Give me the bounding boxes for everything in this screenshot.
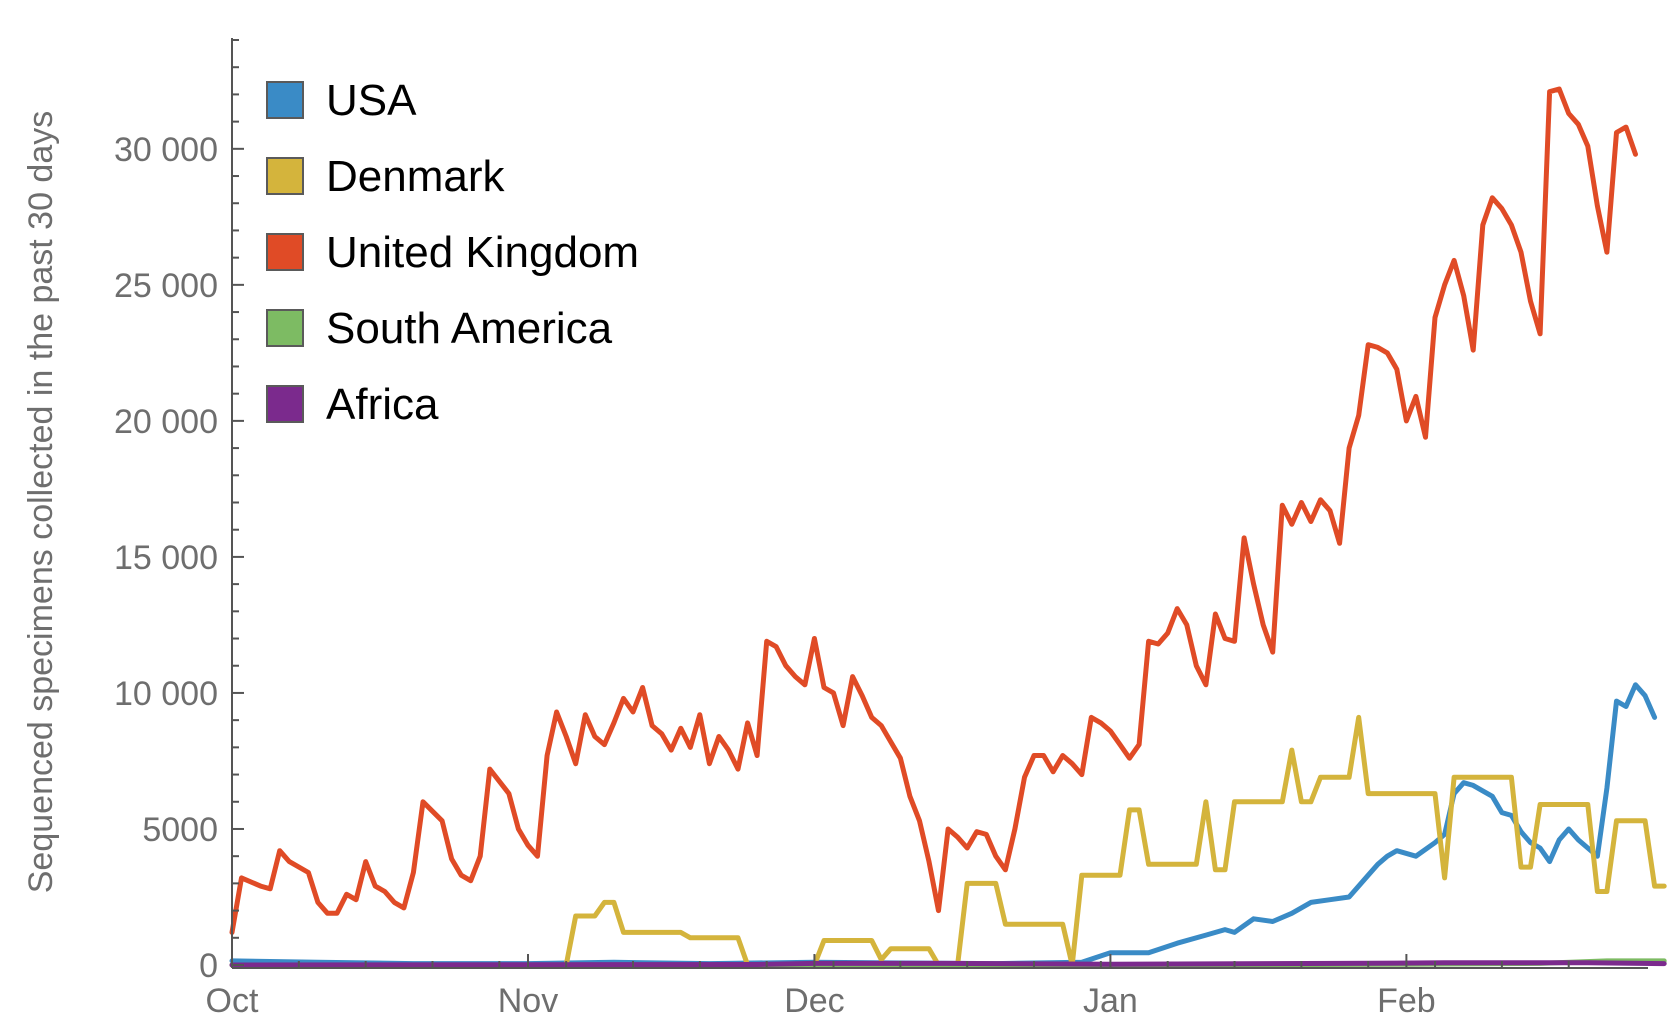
y-tick-label: 5000 — [142, 811, 218, 849]
legend-swatch-usa — [266, 81, 304, 119]
legend-swatch-denmark — [266, 157, 304, 195]
y-tick-label: 15 000 — [114, 539, 218, 577]
series-line-africa — [229, 960, 1667, 968]
axes-layer: 0 5000 10 000 15 000 20 000 25 000 30 000 Oct No… — [114, 38, 1648, 1020]
legend-label-denmark: Denmark — [326, 152, 505, 201]
legend-swatch-south-america — [266, 309, 304, 347]
y-tick-label: 30 000 — [114, 131, 218, 169]
legend-swatch-africa — [266, 385, 304, 423]
series-line-usa — [229, 682, 1658, 967]
y-axis-title: Sequenced specimens collected in the pas… — [22, 111, 60, 894]
y-tick-label: 10 000 — [114, 675, 218, 713]
x-tick-label: Feb — [1377, 982, 1436, 1020]
x-tick-label: Dec — [784, 982, 844, 1020]
y-tick-label: 25 000 — [114, 267, 218, 305]
series-line-united-kingdom — [229, 86, 1638, 935]
legend-swatch-united-kingdom — [266, 233, 304, 271]
x-tick-label: Nov — [498, 982, 558, 1020]
legend-label-united-kingdom: United Kingdom — [326, 228, 639, 277]
x-tick-label: Oct — [206, 982, 259, 1020]
legend-label-south-america: South America — [326, 304, 613, 353]
legend: USA Denmark United Kingdom South America Afr… — [266, 76, 639, 429]
x-tick-label: Jan — [1083, 982, 1138, 1020]
legend-label-africa: Africa — [326, 380, 439, 429]
series-line-denmark — [229, 714, 1667, 968]
y-tick-label: 0 — [199, 947, 218, 985]
legend-label-usa: USA — [326, 76, 417, 125]
series-layer — [229, 86, 1667, 968]
y-tick-label: 20 000 — [114, 403, 218, 441]
